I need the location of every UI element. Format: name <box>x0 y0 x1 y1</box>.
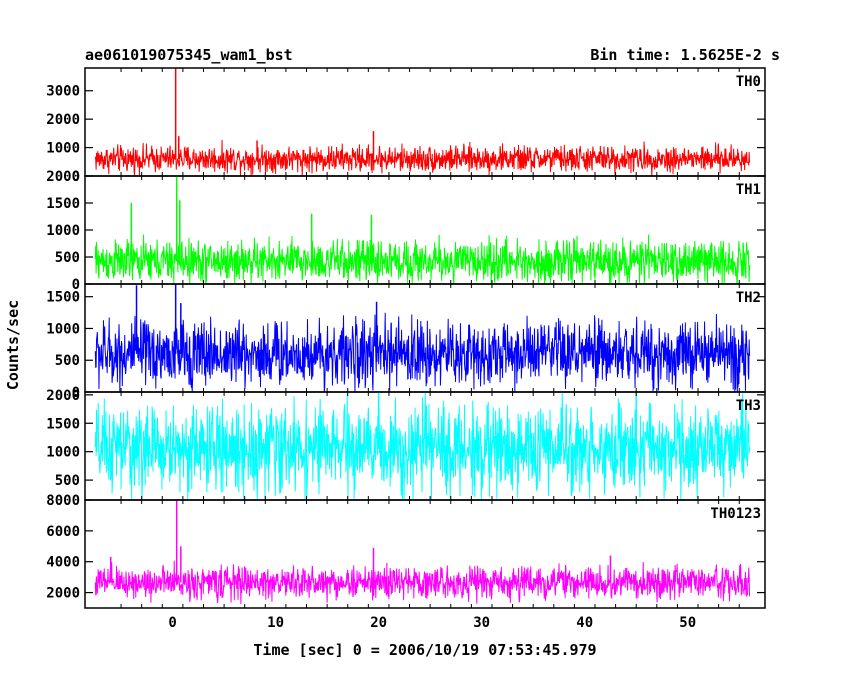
y-tick-label: 500 <box>55 353 80 369</box>
trace-th3 <box>94 391 751 501</box>
trace-th0123 <box>94 560 751 605</box>
y-axis-label: Counts/sec <box>4 300 22 390</box>
y-tick-label: 500 <box>55 250 80 266</box>
panel-label-th0123: TH0123 <box>710 506 761 522</box>
y-tick-label: 2000 <box>46 586 80 602</box>
bin-time-label: Bin time: 1.5625E-2 s <box>590 46 780 64</box>
panel-label-th3: TH3 <box>736 398 761 414</box>
y-tick-label: 2000 <box>46 112 80 128</box>
y-tick-label: 8000 <box>46 493 80 509</box>
panel-label-th0: TH0 <box>736 74 761 90</box>
y-tick-label: 2000 <box>46 388 80 404</box>
y-tick-label: 1500 <box>46 290 80 306</box>
y-tick-label: 6000 <box>46 524 80 540</box>
panel-label-th1: TH1 <box>736 182 761 198</box>
panel-th1: 0 500 1000 1500 2000 TH1 <box>46 169 766 293</box>
y-tick-label: 500 <box>55 473 80 489</box>
chart-title: ae061019075345_wam1_bst <box>85 46 293 64</box>
y-tick-label: 0 <box>72 169 80 185</box>
panel-th2: 0 500 1000 1500 TH2 <box>46 283 766 401</box>
panel-th3: 500 1000 1500 2000 TH3 <box>46 388 766 501</box>
x-tick-label: 0 <box>168 615 176 631</box>
x-tick-label: 10 <box>267 615 284 631</box>
panel-th0: 0 1000 2000 3000 TH0 <box>46 67 766 185</box>
y-tick-label: 4000 <box>46 555 80 571</box>
y-tick-label: 1500 <box>46 196 80 212</box>
x-tick-label: 30 <box>473 615 490 631</box>
y-tick-label: 0 <box>72 277 80 293</box>
x-tick-label: 40 <box>576 615 593 631</box>
x-tick-label: 50 <box>679 615 696 631</box>
y-tick-label: 1500 <box>46 416 80 432</box>
panel-frame <box>84 499 766 609</box>
y-tick-label: 1000 <box>46 321 80 337</box>
panel-label-th2: TH2 <box>736 290 761 306</box>
trace-th0 <box>94 139 751 177</box>
x-tick-label: 20 <box>370 615 387 631</box>
panel-th0123: 2000 4000 6000 8000 TH0123 <box>46 493 766 609</box>
trace-th1 <box>94 234 751 285</box>
y-tick-label: 3000 <box>46 84 80 100</box>
x-axis-label: Time [sec] 0 = 2006/10/19 07:53:45.979 <box>253 641 596 659</box>
y-tick-label: 0 <box>72 385 80 401</box>
trace-th2 <box>94 312 751 393</box>
y-tick-label: 1000 <box>46 445 80 461</box>
y-tick-label: 1000 <box>46 223 80 239</box>
panels-group: 0100020003000TH00500100015002000TH105001… <box>46 67 766 631</box>
y-tick-label: 1000 <box>46 141 80 157</box>
y-tick-label: 2000 <box>46 169 80 185</box>
